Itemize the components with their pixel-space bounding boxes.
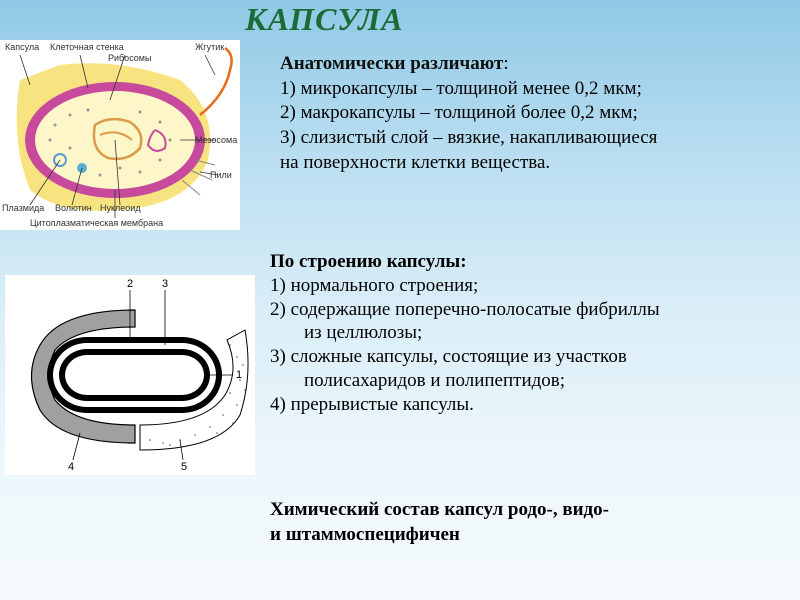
struct-item-3a: 3) сложные капсулы, состоящие из участко…: [270, 345, 785, 369]
struct-item-2b: из целлюлозы;: [270, 321, 785, 345]
anat-heading: Анатомически различают: [280, 53, 503, 74]
label-volutin: Волютин: [55, 203, 92, 213]
anat-item-3a: 3) слизистый слой – вязкие, накапливающи…: [280, 126, 780, 151]
label-cytomembrane: Цитоплазматическая мембрана: [30, 218, 163, 228]
chem-line-1: Химический состав капсул родо-, видо-: [270, 498, 785, 523]
label-ribosomes: Рибосомы: [108, 53, 151, 63]
anat-item-2: 2) макрокапсулы – толщиной более 0,2 мкм…: [280, 101, 780, 126]
schema-num-2: 2: [127, 278, 133, 290]
anat-item-1: 1) микрокапсулы – толщиной менее 0,2 мкм…: [280, 77, 780, 102]
structure-text: По строению капсулы: 1) нормального стро…: [270, 250, 785, 416]
label-plasmid: Плазмида: [2, 203, 44, 213]
struct-item-3b: полисахаридов и полипептидов;: [270, 369, 785, 393]
capsule-schema: 2 3 1 4 5: [5, 275, 255, 475]
schema-num-3: 3: [162, 278, 168, 290]
label-mesosome: Мезосома: [195, 135, 237, 145]
struct-heading: По строению капсулы:: [270, 250, 785, 274]
struct-item-4: 4) прерывистые капсулы.: [270, 393, 785, 417]
schema-num-1: 1: [236, 369, 242, 381]
chem-line-2: и штаммоспецифичен: [270, 523, 785, 548]
anatomical-text: Анатомически различают: 1) микрокапсулы …: [280, 52, 780, 175]
label-capsule: Капсула: [5, 42, 39, 52]
label-flagellum: Жгутик: [195, 42, 224, 52]
schema-num-4: 4: [68, 461, 74, 473]
bacteria-diagram: Капсула Клеточная стенка Рибосомы Жгутик…: [0, 40, 240, 230]
struct-item-1: 1) нормального строения;: [270, 274, 785, 298]
label-pili: Пили: [210, 170, 232, 180]
anat-item-3b: на поверхности клетки вещества.: [280, 151, 780, 176]
label-cellwall: Клеточная стенка: [50, 42, 124, 52]
chemical-text: Химический состав капсул родо-, видо- и …: [270, 498, 785, 547]
label-nucleoid: Нуклеоид: [100, 203, 141, 213]
page-title: КАПСУЛА: [245, 1, 404, 38]
schema-num-5: 5: [181, 461, 187, 473]
struct-item-2a: 2) содержащие поперечно-полосатые фибрил…: [270, 298, 785, 322]
